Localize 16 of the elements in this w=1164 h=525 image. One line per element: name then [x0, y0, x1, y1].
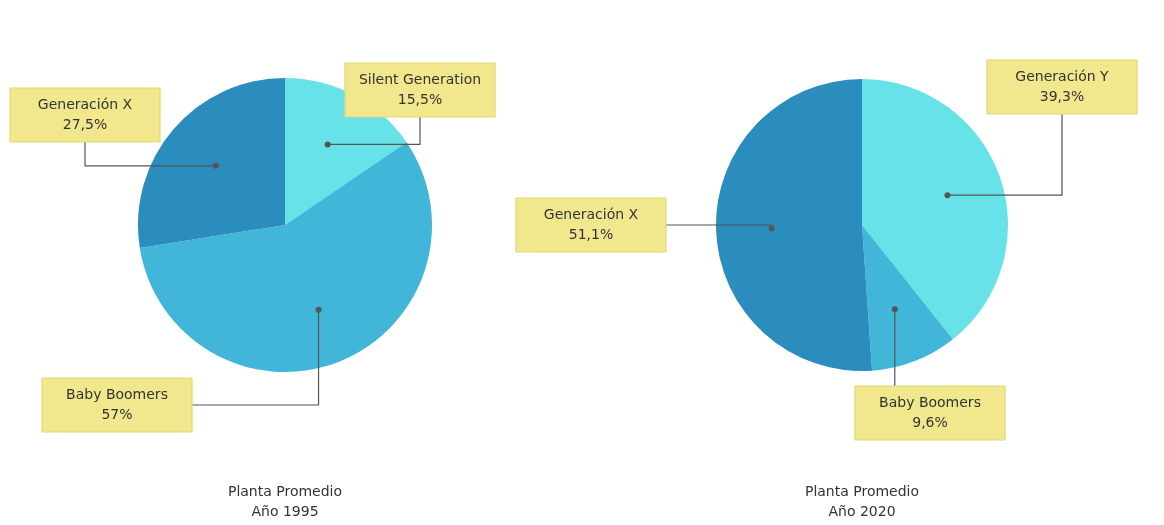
slice-label: Generación X: [37, 95, 133, 112]
text: Año 1995: [251, 502, 319, 519]
slice-label: Generación X: [543, 205, 639, 222]
data-label: 27,5%: [62, 115, 108, 132]
slice-label: Baby Boomers: [879, 393, 981, 410]
slice-label: Baby Boomers: [66, 385, 168, 402]
data-label: 9,6%: [912, 413, 948, 430]
slice-label: Generación Y: [1015, 67, 1110, 84]
data-label: 15,5%: [397, 90, 443, 107]
text: Planta Promedio: [804, 482, 920, 499]
data-label: 57%: [101, 405, 133, 422]
data-label: 51,1%: [568, 225, 614, 242]
slice-label: Silent Generation: [358, 70, 482, 87]
text: Año 2020: [828, 502, 896, 519]
data-label: 39,3%: [1039, 87, 1085, 104]
text: Planta Promedio: [227, 482, 343, 499]
